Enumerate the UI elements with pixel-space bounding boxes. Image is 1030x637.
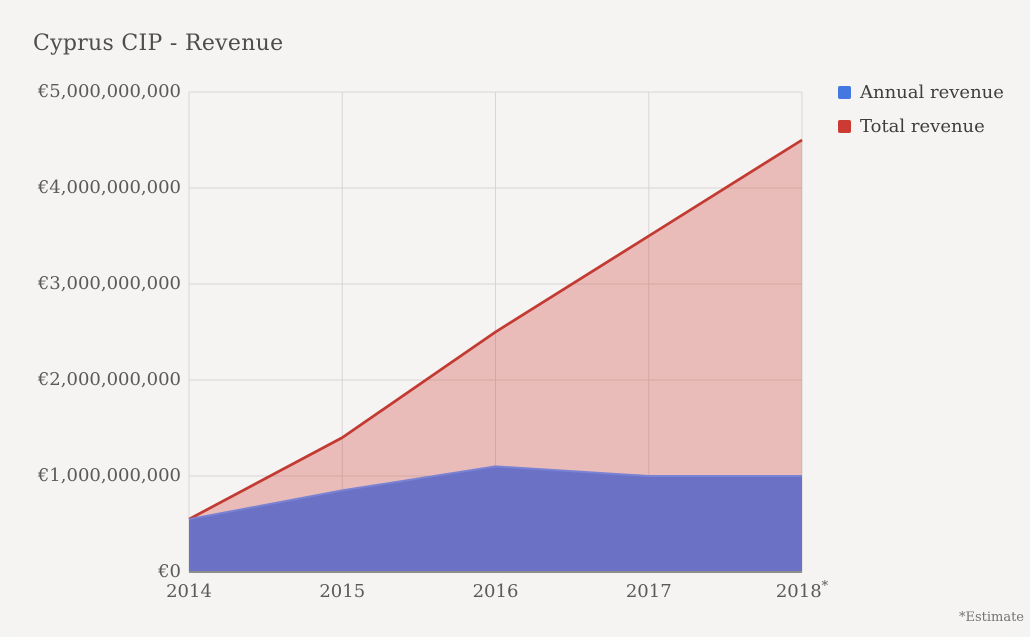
annual-revenue-line — [188, 465, 802, 521]
y-axis-tick-label: €5,000,000,000 — [37, 81, 181, 102]
legend-label: Annual revenue — [860, 82, 1004, 103]
total-revenue-area — [189, 140, 802, 572]
y-axis-tick-label: €4,000,000,000 — [37, 177, 181, 198]
legend: Annual revenue Total revenue — [838, 82, 1004, 137]
y-axis-tick-label: €1,000,000,000 — [37, 465, 181, 486]
chart-title: Cyprus CIP - Revenue — [33, 31, 284, 56]
y-axis-tick-label: €3,000,000,000 — [37, 273, 181, 294]
x-axis-tick-label: 2014 — [166, 581, 212, 602]
legend-item-annual-revenue: Annual revenue — [838, 82, 1004, 103]
estimate-footnote: *Estimate — [958, 610, 1024, 625]
x-axis-tick-label: 2018* — [775, 579, 829, 602]
y-axis-tick-label: €2,000,000,000 — [37, 369, 181, 390]
x-axis-tick-label: 2015 — [319, 581, 366, 602]
x-axis-tick-label: 2017 — [625, 581, 672, 602]
legend-label: Total revenue — [860, 116, 985, 137]
total-revenue-line — [188, 138, 803, 521]
estimate-asterisk: * — [821, 579, 829, 594]
annual-revenue-area — [189, 466, 802, 572]
y-axis-tick-label: €0 — [158, 561, 181, 582]
x-axis-tick-label: 2016 — [472, 581, 519, 602]
y-axis: €0 €1,000,000,000 €2,000,000,000 €3,000,000… — [0, 0, 181, 637]
legend-item-total-revenue: Total revenue — [838, 116, 1004, 137]
annual-revenue-swatch-icon — [838, 86, 851, 99]
total-revenue-swatch-icon — [838, 120, 851, 133]
